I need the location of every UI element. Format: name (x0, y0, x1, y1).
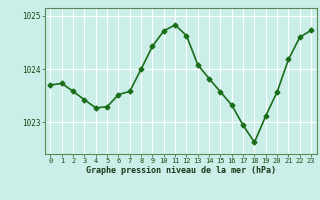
X-axis label: Graphe pression niveau de la mer (hPa): Graphe pression niveau de la mer (hPa) (86, 166, 276, 175)
